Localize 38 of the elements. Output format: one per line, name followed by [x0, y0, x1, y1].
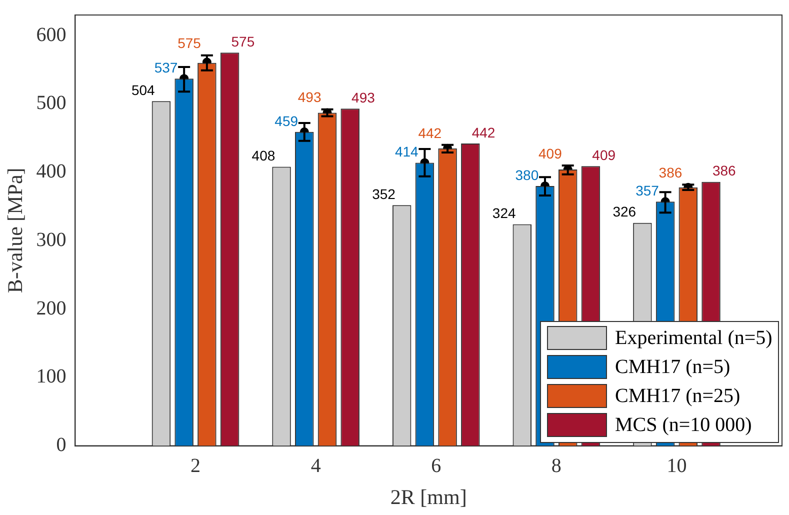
- data-label: 326: [612, 204, 636, 220]
- x-tick-label: 8: [551, 455, 562, 478]
- x-tick-label: 2: [190, 455, 201, 478]
- data-label: 386: [712, 162, 736, 179]
- legend-label: MCS (n=10 000): [615, 414, 752, 437]
- annotation: 409: [538, 145, 562, 162]
- data-label: 537: [154, 59, 178, 76]
- y-tick-label: 100: [36, 366, 66, 388]
- annotation: 442: [418, 124, 442, 141]
- data-label: 409: [592, 146, 616, 163]
- x-tick-label: 4: [310, 455, 321, 478]
- data-label: 357: [636, 182, 660, 199]
- data-label: 408: [252, 148, 276, 164]
- data-label: 459: [274, 112, 298, 129]
- data-label: 575: [231, 33, 255, 50]
- legend-label: Experimental (n=5): [615, 326, 772, 350]
- data-label: 504: [131, 82, 156, 98]
- legend-label: CMH17 (n=25): [615, 384, 740, 408]
- x-tick-label: 6: [431, 455, 442, 478]
- data-label: 493: [352, 90, 376, 106]
- x-axis-title: 2R [mm]: [390, 484, 467, 509]
- y-tick-label: 0: [56, 434, 66, 456]
- y-tick-label: 500: [36, 92, 66, 114]
- y-axis-title: B-value [MPa]: [3, 168, 28, 294]
- y-tick-label: 600: [36, 24, 66, 46]
- annotation: 493: [298, 89, 322, 106]
- data-label: 324: [492, 205, 516, 222]
- data-label: 352: [372, 186, 396, 202]
- y-tick-label: 300: [36, 228, 66, 251]
- annotation: 386: [658, 164, 682, 180]
- data-label: 414: [394, 144, 419, 160]
- y-tick-label: 400: [36, 160, 66, 183]
- data-label: 380: [515, 166, 539, 183]
- legend-label: CMH17 (n=5): [615, 356, 730, 379]
- y-tick-label: 200: [36, 297, 66, 320]
- data-label: 442: [472, 124, 496, 140]
- x-tick-label: 10: [666, 455, 687, 478]
- annotation: 575: [178, 35, 202, 52]
